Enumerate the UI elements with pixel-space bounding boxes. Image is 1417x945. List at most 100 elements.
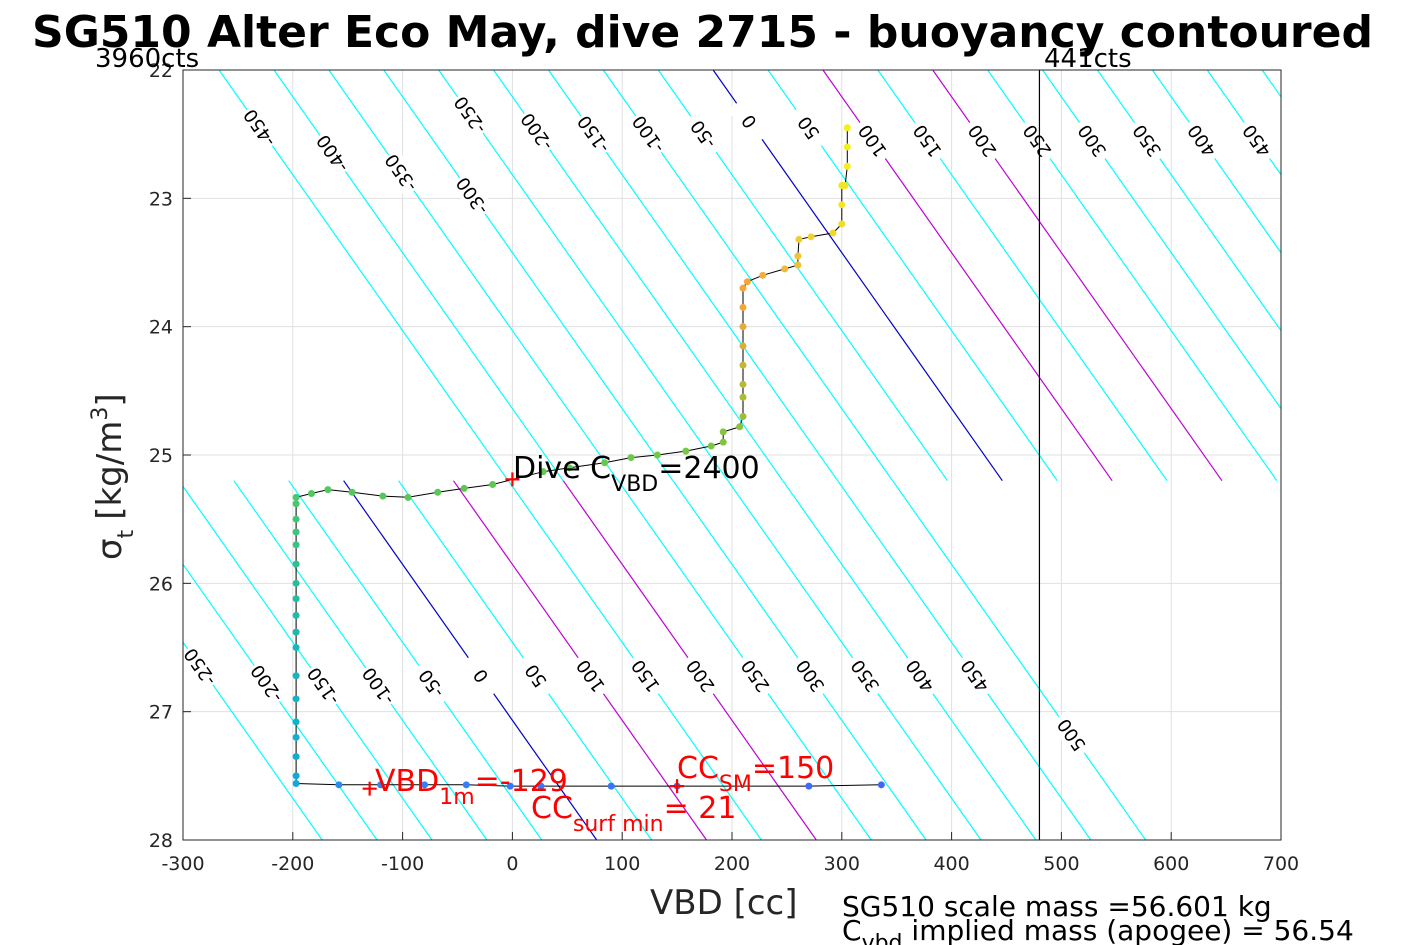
y-tick-label: 26 xyxy=(149,573,173,595)
data-point xyxy=(795,235,803,243)
upper-contour-label-bg xyxy=(238,103,282,153)
y-tick-label: 22 xyxy=(149,60,173,82)
data-point xyxy=(292,515,300,523)
dive-cvbd-value: =2400 xyxy=(658,451,759,486)
lower-contour-label-bg xyxy=(953,651,997,701)
data-point xyxy=(307,490,315,497)
upper-contour-label-bg xyxy=(311,129,355,178)
scale-mass-text: SG510 scale mass =56.601 kg xyxy=(842,890,1272,923)
lower-contour-label-bg xyxy=(183,642,222,692)
data-point xyxy=(348,488,356,496)
upper-contour-label-bg xyxy=(787,103,831,153)
data-point xyxy=(489,481,497,489)
upper-contour-label-bg xyxy=(1015,116,1060,165)
data-point xyxy=(807,233,815,241)
data-point xyxy=(719,438,727,446)
data-point xyxy=(506,782,514,790)
x-axis-label: VBD [cc] xyxy=(650,883,798,923)
data-point xyxy=(379,492,387,500)
data-point xyxy=(292,595,300,603)
data-point xyxy=(324,486,332,494)
data-point xyxy=(462,781,470,789)
upper-contour-label-bg xyxy=(905,116,950,165)
y-label-unit-sup: 3 xyxy=(88,407,113,421)
vbd-counts-right: 441cts xyxy=(1044,44,1132,74)
data-point xyxy=(653,451,661,459)
cc-sm-prefix: CC xyxy=(677,751,719,786)
data-point xyxy=(805,782,813,790)
data-point xyxy=(292,780,300,788)
upper-contour-label-bg xyxy=(727,97,771,146)
data-point xyxy=(794,252,802,260)
y-tick-label: 25 xyxy=(149,445,173,467)
markers xyxy=(362,472,685,796)
vbd-1m-value: =-129 xyxy=(475,764,568,799)
lower-contour-line xyxy=(183,563,378,840)
data-point xyxy=(539,468,547,476)
upper-contour-label-bg xyxy=(1125,116,1169,165)
lower-contour-label-bg xyxy=(1049,710,1094,760)
y-label-sigma: σ xyxy=(90,538,130,560)
data-point xyxy=(739,413,747,420)
data-point xyxy=(682,447,690,455)
data-point xyxy=(739,323,747,331)
data-point xyxy=(292,733,300,741)
x-tick-label: 100 xyxy=(604,853,640,875)
vbd-counts-left: 3960cts xyxy=(95,44,199,74)
x-tick-label: -100 xyxy=(381,853,424,875)
lower-contour-label-bg xyxy=(301,661,346,711)
dive-cvbd-sub: VBD xyxy=(611,472,658,497)
data-point xyxy=(292,672,300,680)
data-point xyxy=(421,781,429,789)
x-tick-label: 300 xyxy=(824,853,860,875)
data-point xyxy=(719,428,727,436)
red-cross-marker xyxy=(362,781,377,796)
upper-contour-label-bg xyxy=(1235,116,1279,165)
cc-surf-prefix: CC xyxy=(531,791,573,826)
x-tick-label: 400 xyxy=(933,853,969,875)
lower-contour-line xyxy=(288,480,543,840)
lower-contour-label-bg xyxy=(678,651,723,701)
cc-sm-sub: SM xyxy=(719,772,752,797)
data-point xyxy=(292,579,300,587)
cc-sm-annotation: CCSM=150 xyxy=(677,751,834,797)
data-point xyxy=(739,380,747,388)
lower-contour-label-bg xyxy=(788,651,833,701)
dive-trace xyxy=(292,124,885,790)
upper-contour-line xyxy=(328,70,619,482)
x-tick-label: -200 xyxy=(271,853,314,875)
upper-contour-label-bg xyxy=(626,109,671,159)
lower-contour-label-bg xyxy=(459,651,503,701)
y-tick-label: 27 xyxy=(149,702,173,724)
lower-contour-label-bg xyxy=(356,661,401,711)
data-point xyxy=(292,560,300,568)
cc-surf-min-annotation: CCsurf min= 21 xyxy=(531,791,736,837)
data-point xyxy=(460,484,468,492)
axis-ticks: -300 -200 -100 0 100 200 300 400 500 600 700 22 23 24… xyxy=(149,60,1299,875)
upper-contour-line xyxy=(1261,70,1281,98)
upper-contour-line xyxy=(383,70,674,482)
lower-contour-label-bg xyxy=(898,651,942,701)
data-point xyxy=(292,628,300,636)
dive-cvbd-annotation: Dive CVBD=2400 xyxy=(513,451,760,497)
data-point xyxy=(739,342,747,350)
data-point xyxy=(843,143,851,151)
data-point xyxy=(404,493,412,501)
x-tick-label: 500 xyxy=(1043,853,1079,875)
implied-rest: implied mass (apogee) = 56.54 xyxy=(903,914,1354,945)
upper-contour-label-bg xyxy=(515,107,559,156)
y-axis-label: σt [kg/m3] xyxy=(88,393,139,560)
upper-contour-label-bg xyxy=(448,90,492,140)
y-tick-label: 24 xyxy=(149,317,173,339)
data-point xyxy=(607,782,615,790)
cc-surf-sub: surf min xyxy=(573,812,664,837)
upper-contour-label-bg xyxy=(1070,116,1114,165)
dive-cvbd-prefix: Dive C xyxy=(513,451,611,486)
data-point xyxy=(292,528,300,536)
data-point xyxy=(335,781,343,789)
upper-contour-label: 500 xyxy=(1330,172,1367,212)
red-cross-marker xyxy=(670,779,685,794)
data-point xyxy=(707,442,715,450)
lower-contour-line xyxy=(183,485,433,840)
